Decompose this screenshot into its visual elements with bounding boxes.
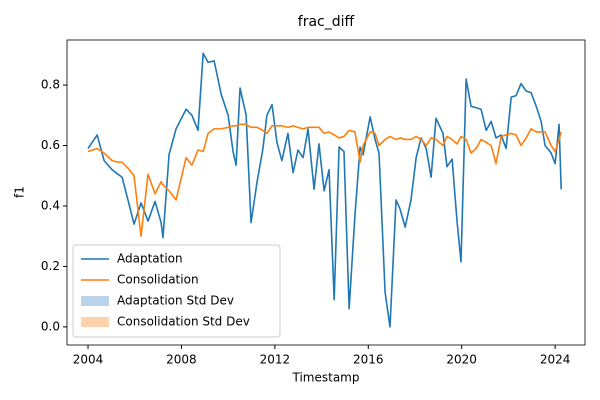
series-line <box>87 52 562 328</box>
x-tick-label: 2016 <box>353 353 384 367</box>
legend-swatch <box>81 296 109 306</box>
y-axis-label: f1 <box>13 186 27 198</box>
legend-label: Adaptation <box>117 252 183 266</box>
legend-label: Consolidation <box>117 273 199 287</box>
x-tick-label: 2008 <box>166 353 197 367</box>
y-tick-label: 0.2 <box>41 259 60 273</box>
chart-title: frac_diff <box>298 14 355 30</box>
legend-box <box>72 244 281 338</box>
legend-label: Consolidation Std Dev <box>117 315 250 329</box>
legend-label: Adaptation Std Dev <box>117 294 234 308</box>
x-tick-label: 2012 <box>260 353 291 367</box>
y-tick-label: 0.8 <box>41 78 60 92</box>
legend: Adaptation Consolidation Adaptation Std De… <box>72 244 281 338</box>
x-tick-label: 2004 <box>73 353 104 367</box>
legend-swatch <box>81 317 109 327</box>
x-tick-label: 2020 <box>446 353 477 367</box>
x-tick-label: 2024 <box>540 353 571 367</box>
y-tick-label: 0.4 <box>41 198 60 212</box>
y-tick-label: 0.6 <box>41 138 60 152</box>
y-tick-label: 0.0 <box>41 319 60 333</box>
x-axis-label: Timestamp <box>292 371 360 385</box>
series-line <box>87 123 562 237</box>
plot-frame <box>66 39 586 346</box>
